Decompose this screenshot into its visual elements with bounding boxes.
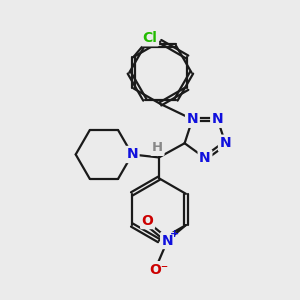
Text: N: N [199, 151, 211, 165]
Text: O⁻: O⁻ [149, 262, 168, 277]
Text: N: N [212, 112, 224, 126]
Text: N: N [126, 148, 138, 161]
Text: N: N [220, 136, 231, 150]
Text: O: O [142, 214, 154, 228]
Text: +: + [169, 229, 179, 239]
Text: H: H [152, 141, 163, 154]
Text: N: N [162, 233, 173, 248]
Text: Cl: Cl [142, 31, 158, 45]
Text: N: N [187, 112, 198, 126]
